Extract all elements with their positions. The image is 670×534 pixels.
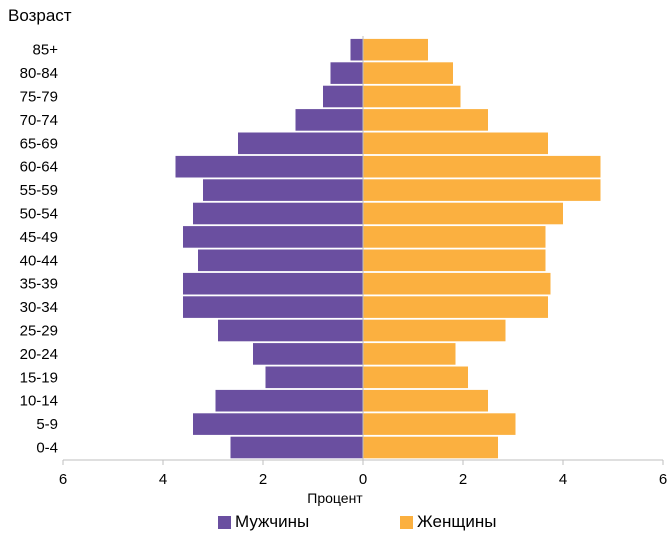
bar-women-9 bbox=[363, 249, 546, 272]
bar-men-12 bbox=[218, 319, 363, 342]
category-label-14: 15-19 bbox=[20, 369, 58, 386]
bar-women-6 bbox=[363, 179, 601, 201]
legend-label-women: Женщины bbox=[417, 512, 497, 531]
x-tick-label-6: 6 bbox=[659, 471, 667, 488]
x-tick-label-3: 0 bbox=[359, 471, 367, 488]
bar-men-0 bbox=[350, 38, 363, 61]
bar-women-2 bbox=[363, 85, 461, 108]
bar-men-9 bbox=[198, 249, 363, 272]
category-label-6: 55-59 bbox=[20, 182, 58, 199]
bar-men-11 bbox=[183, 296, 363, 318]
bar-women-3 bbox=[363, 109, 488, 131]
bar-men-6 bbox=[203, 179, 363, 201]
x-axis-title: Процент bbox=[307, 490, 363, 506]
bar-men-10 bbox=[183, 272, 363, 295]
bar-women-11 bbox=[363, 296, 548, 318]
category-label-2: 75-79 bbox=[20, 89, 58, 106]
legend-item-women: Женщины bbox=[400, 512, 496, 532]
bar-women-10 bbox=[363, 272, 551, 295]
category-label-16: 5-9 bbox=[36, 416, 58, 433]
bar-men-13 bbox=[253, 343, 363, 365]
bar-men-16 bbox=[193, 413, 363, 435]
bar-men-3 bbox=[295, 109, 363, 131]
category-label-4: 65-69 bbox=[20, 135, 58, 152]
legend-label-men: Мужчины bbox=[235, 512, 310, 531]
category-label-9: 40-44 bbox=[20, 252, 58, 269]
bar-men-8 bbox=[183, 226, 363, 248]
bar-men-7 bbox=[193, 202, 363, 225]
legend-swatch-women bbox=[400, 515, 413, 529]
legend: Мужчины Женщины bbox=[0, 512, 670, 534]
bar-men-1 bbox=[330, 62, 363, 84]
bar-women-0 bbox=[363, 38, 428, 61]
category-label-10: 35-39 bbox=[20, 276, 58, 293]
category-label-17: 0-4 bbox=[36, 440, 58, 457]
bar-men-4 bbox=[238, 132, 363, 155]
category-label-7: 50-54 bbox=[20, 206, 58, 223]
bar-women-1 bbox=[363, 62, 453, 84]
category-label-5: 60-64 bbox=[20, 159, 58, 176]
bar-men-17 bbox=[230, 436, 363, 459]
x-tick-label-0: 6 bbox=[59, 471, 67, 488]
category-label-13: 20-24 bbox=[20, 346, 58, 363]
category-label-1: 80-84 bbox=[20, 65, 58, 82]
category-label-3: 70-74 bbox=[20, 112, 58, 129]
bar-women-8 bbox=[363, 226, 546, 248]
legend-swatch-men bbox=[218, 515, 231, 529]
legend-item-men: Мужчины bbox=[218, 512, 309, 532]
x-tick-label-5: 4 bbox=[559, 471, 567, 488]
bar-women-17 bbox=[363, 436, 498, 459]
bar-women-13 bbox=[363, 343, 456, 365]
bar-women-14 bbox=[363, 366, 468, 389]
bar-men-15 bbox=[215, 389, 363, 412]
category-label-0: 85+ bbox=[33, 42, 59, 59]
bar-men-14 bbox=[265, 366, 363, 389]
x-tick-label-2: 2 bbox=[259, 471, 267, 488]
bar-women-7 bbox=[363, 202, 563, 225]
category-label-8: 45-49 bbox=[20, 229, 58, 246]
bar-women-16 bbox=[363, 413, 516, 435]
category-label-12: 25-29 bbox=[20, 323, 58, 340]
bar-women-4 bbox=[363, 132, 548, 155]
bar-men-5 bbox=[175, 155, 363, 178]
category-label-11: 30-34 bbox=[20, 299, 58, 316]
bar-women-15 bbox=[363, 389, 488, 412]
category-label-15: 10-14 bbox=[20, 393, 58, 410]
x-tick-label-1: 4 bbox=[159, 471, 167, 488]
bar-men-2 bbox=[323, 85, 363, 108]
x-tick-label-4: 2 bbox=[459, 471, 467, 488]
y-axis-title: Возраст bbox=[8, 6, 72, 25]
bar-women-5 bbox=[363, 155, 601, 178]
bar-women-12 bbox=[363, 319, 506, 342]
